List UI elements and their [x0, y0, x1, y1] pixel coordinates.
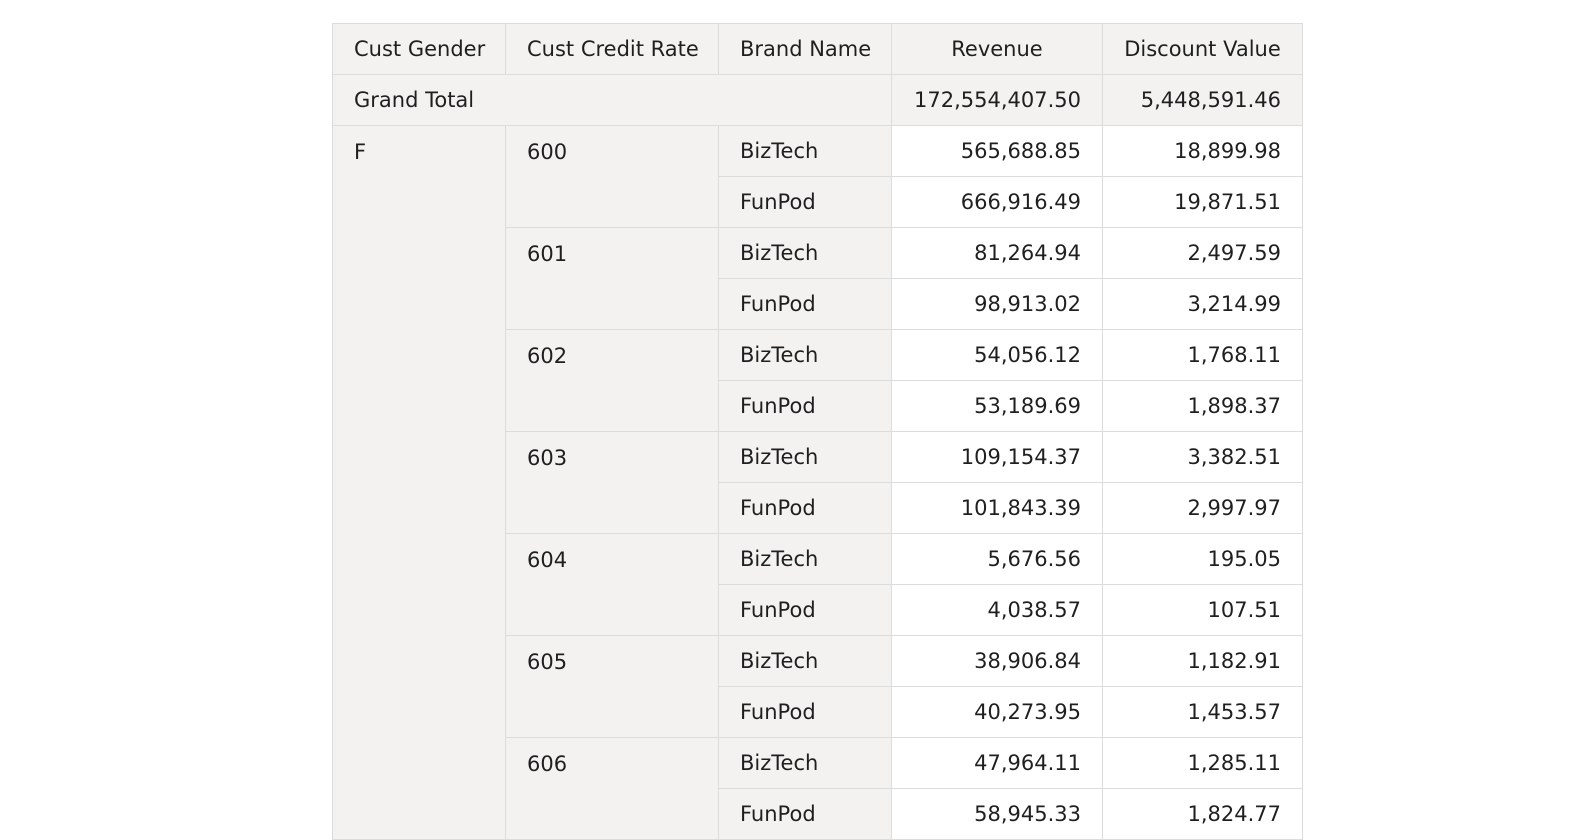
revenue-cell: 4,038.57	[891, 584, 1103, 636]
table-row: 604 BizTech 5,676.56 195.05	[333, 533, 1303, 636]
brand-name-cell: BizTech	[718, 635, 892, 687]
revenue-cell: 38,906.84	[891, 635, 1103, 687]
brand-name-cell: BizTech	[718, 431, 892, 483]
grand-total-row: Grand Total 172,554,407.50 5,448,591.46	[332, 74, 1303, 126]
brand-name-cell: BizTech	[718, 329, 892, 381]
discount-value-cell: 3,382.51	[1102, 431, 1303, 483]
discount-value-cell: 107.51	[1102, 584, 1303, 636]
revenue-cell: 109,154.37	[891, 431, 1103, 483]
discount-value-cell: 195.05	[1102, 533, 1303, 585]
revenue-cell: 565,688.85	[891, 125, 1103, 177]
brand-name-cell: FunPod	[718, 278, 892, 330]
header-discount-value[interactable]: Discount Value	[1102, 23, 1303, 75]
table-row: 603 BizTech 109,154.37 3,382.51	[333, 431, 1303, 534]
table-row: 601 BizTech 81,264.94 2,497.59	[333, 227, 1303, 330]
table-row: FunPod 98,913.02 3,214.99	[333, 278, 1303, 330]
brand-name-cell: BizTech	[718, 125, 892, 177]
cust-credit-rate-cell: 600	[505, 125, 719, 228]
discount-value-cell: 1,182.91	[1102, 635, 1303, 687]
grand-total-label: Grand Total	[332, 74, 892, 126]
revenue-cell: 98,913.02	[891, 278, 1103, 330]
revenue-cell: 40,273.95	[891, 686, 1103, 738]
brand-name-cell: BizTech	[718, 737, 892, 789]
brand-name-cell: FunPod	[718, 482, 892, 534]
discount-value-cell: 2,997.97	[1102, 482, 1303, 534]
header-brand-name[interactable]: Brand Name	[718, 23, 892, 75]
discount-value-cell: 3,214.99	[1102, 278, 1303, 330]
discount-value-cell: 1,453.57	[1102, 686, 1303, 738]
discount-value-cell: 19,871.51	[1102, 176, 1303, 228]
discount-value-cell: 1,824.77	[1102, 788, 1303, 840]
brand-name-cell: BizTech	[718, 533, 892, 585]
cust-credit-rate-cell: 603	[505, 431, 719, 534]
revenue-cell: 54,056.12	[891, 329, 1103, 381]
cust-credit-rate-cell: 605	[505, 635, 719, 738]
header-cust-gender[interactable]: Cust Gender	[332, 23, 506, 75]
revenue-cell: 53,189.69	[891, 380, 1103, 432]
brand-name-cell: FunPod	[718, 584, 892, 636]
grand-total-discount: 5,448,591.46	[1102, 74, 1303, 126]
revenue-cell: 666,916.49	[891, 176, 1103, 228]
brand-name-cell: FunPod	[718, 686, 892, 738]
table-row: 602 BizTech 54,056.12 1,768.11	[333, 329, 1303, 432]
revenue-cell: 81,264.94	[891, 227, 1103, 279]
table-row: 606 BizTech 47,964.11 1,285.11	[333, 737, 1303, 840]
table-row: FunPod 58,945.33 1,824.77	[333, 788, 1303, 840]
discount-value-cell: 1,898.37	[1102, 380, 1303, 432]
brand-name-cell: FunPod	[718, 788, 892, 840]
table-row: FunPod 101,843.39 2,997.97	[333, 482, 1303, 534]
table-row: 605 BizTech 38,906.84 1,182.91	[333, 635, 1303, 738]
brand-name-cell: FunPod	[718, 380, 892, 432]
revenue-cell: 58,945.33	[891, 788, 1103, 840]
table-row: FunPod 666,916.49 19,871.51	[333, 176, 1303, 228]
table-row: F 600 BizTech 565,688.85 18,899.98	[332, 125, 1303, 840]
cust-credit-rate-cell: 606	[505, 737, 719, 840]
revenue-cell: 47,964.11	[891, 737, 1103, 789]
brand-name-cell: FunPod	[718, 176, 892, 228]
discount-value-cell: 2,497.59	[1102, 227, 1303, 279]
cust-credit-rate-cell: 601	[505, 227, 719, 330]
revenue-cell: 101,843.39	[891, 482, 1103, 534]
revenue-cell: 5,676.56	[891, 533, 1103, 585]
pivot-table: Cust Gender Cust Credit Rate Brand Name …	[332, 23, 1303, 840]
table-row: FunPod 4,038.57 107.51	[333, 584, 1303, 636]
grand-total-revenue: 172,554,407.50	[891, 74, 1103, 126]
cust-credit-rate-cell: 602	[505, 329, 719, 432]
cust-gender-cell: F	[332, 125, 506, 840]
discount-value-cell: 1,768.11	[1102, 329, 1303, 381]
discount-value-cell: 18,899.98	[1102, 125, 1303, 177]
header-row: Cust Gender Cust Credit Rate Brand Name …	[332, 23, 1303, 75]
brand-name-cell: BizTech	[718, 227, 892, 279]
discount-value-cell: 1,285.11	[1102, 737, 1303, 789]
header-cust-credit-rate[interactable]: Cust Credit Rate	[505, 23, 719, 75]
cust-credit-rate-cell: 604	[505, 533, 719, 636]
header-revenue[interactable]: Revenue	[891, 23, 1103, 75]
